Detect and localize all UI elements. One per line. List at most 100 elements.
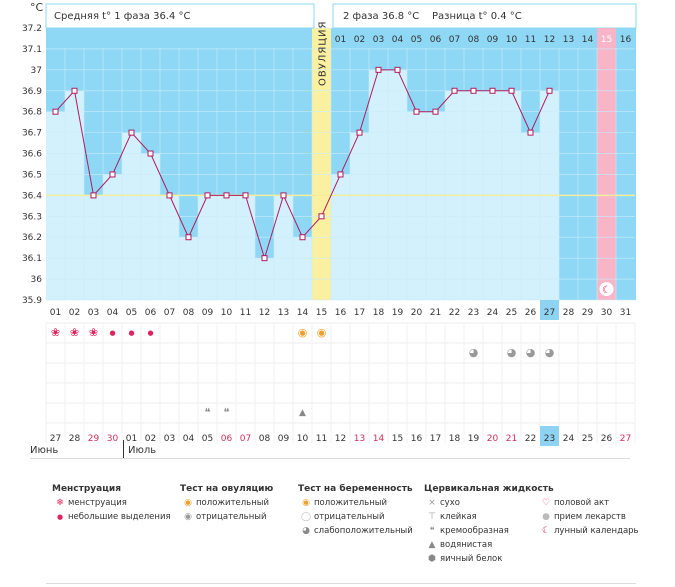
cycle-day-label: 08 — [183, 308, 195, 318]
luteal-day-label: 05 — [411, 35, 422, 45]
menstruation-light-icon: ● — [147, 329, 154, 337]
month-june: Июнь — [30, 445, 59, 456]
creamy-icon: ❝ — [429, 526, 435, 536]
legend-item: слабоположительный — [314, 526, 413, 536]
luteal-day-label: 11 — [525, 35, 536, 45]
cycle-day-label: 24 — [487, 308, 499, 318]
date-label: 22 — [525, 434, 536, 444]
moon-icon: ☾ — [541, 526, 551, 536]
menstruation-light-icon: ● — [109, 329, 116, 337]
legend-item: яичный белок — [440, 554, 503, 564]
egg-white-icon: ⬢ — [428, 554, 436, 564]
temperature-point — [356, 129, 363, 136]
legend-menstruation: Менструация ❄ менструация ● небольшие выде… — [52, 482, 171, 524]
heart-icon: ♡ — [541, 498, 551, 508]
lunar-marker — [599, 282, 614, 297]
temperature-point — [508, 87, 515, 94]
date-label: 20 — [487, 434, 499, 444]
legend-item: клейкая — [440, 512, 477, 522]
pregnancy-test-weak-icon: ◕ — [468, 346, 479, 359]
date-label: 06 — [221, 434, 233, 444]
cycle-day-label: 07 — [164, 308, 175, 318]
cycle-day-label: 17 — [354, 308, 365, 318]
cycle-day-highlight — [540, 300, 559, 320]
cycle-day-label: 22 — [449, 308, 460, 318]
temperature-point — [451, 87, 458, 94]
ovulation-label: ОВУЛЯЦИЯ — [318, 21, 329, 87]
legend-pregnancy-test: Тест на беременность ◉ положительный ◯ отр… — [298, 482, 413, 538]
temperature-point — [318, 213, 325, 220]
menstruation-heavy-icon: ❀ — [50, 326, 61, 339]
luteal-day-label: 08 — [468, 35, 480, 45]
month-divider — [123, 440, 124, 458]
date-label: 30 — [107, 434, 119, 444]
legend-title — [538, 482, 639, 496]
cycle-day-label: 19 — [392, 308, 404, 318]
date-label: 16 — [411, 434, 423, 444]
month-july: Июль — [128, 445, 157, 456]
drop-light-icon: ● — [56, 513, 64, 521]
temperature-difference: Разница t° 0.4 °С — [432, 11, 522, 22]
temperature-point — [280, 192, 287, 199]
date-label: 26 — [601, 434, 613, 444]
legend-other: ♡ половой акт ● прием лекарств ☾ лунный кал… — [538, 482, 639, 538]
ovulation-column — [312, 28, 331, 300]
luteal-day-label: 07 — [449, 35, 460, 45]
date-label: 28 — [69, 434, 81, 444]
legend-cervical-fluid: Цервикальная жидкость × сухо ⊤ клейкая ❝ кр… — [424, 482, 554, 566]
y-tick-label: 37.2 — [22, 24, 42, 34]
date-label: 27 — [620, 434, 631, 444]
cycle-day-label: 28 — [563, 308, 575, 318]
cycle-day-label: 23 — [468, 308, 479, 318]
cycle-day-label: 12 — [259, 308, 270, 318]
date-label: 04 — [183, 434, 195, 444]
legend-title: Менструация — [52, 484, 121, 494]
legend-item: менструация — [68, 498, 127, 508]
legend-item: отрицательный — [314, 512, 385, 522]
date-label: 02 — [145, 434, 156, 444]
y-tick-label: 36.6 — [22, 150, 42, 160]
menstruation-light-icon: ● — [128, 329, 135, 337]
cycle-day-label: 27 — [544, 308, 555, 318]
phase1-average: Средняя t° 1 фаза 36.4 °С — [54, 11, 191, 22]
luteal-day-label: 12 — [544, 35, 555, 45]
temperature-point — [375, 66, 382, 73]
temperature-point — [261, 255, 268, 262]
cycle-day-label: 30 — [601, 308, 613, 318]
temperature-bar — [160, 195, 179, 300]
cycle-day-label: 14 — [297, 308, 309, 318]
luteal-day-label: 16 — [620, 35, 632, 45]
cycle-day-label: 29 — [582, 308, 594, 318]
legend-item: положительный — [196, 498, 269, 508]
legend-title: Тест на овуляцию — [180, 484, 274, 494]
legend-item: положительный — [314, 498, 387, 508]
y-tick-label: 35.9 — [22, 296, 42, 306]
ovulation-test-positive-icon: ◉ — [316, 326, 327, 339]
date-label: 08 — [259, 434, 271, 444]
month-baseline — [30, 458, 630, 459]
date-label: 14 — [373, 434, 385, 444]
ovulation-test-positive-icon: ◉ — [297, 326, 308, 339]
date-label: 11 — [316, 434, 327, 444]
temperature-point — [413, 108, 420, 115]
date-label: 21 — [506, 434, 517, 444]
cycle-day-label: 09 — [202, 308, 214, 318]
menstruation-heavy-icon: ❀ — [69, 326, 80, 339]
temperature-point — [90, 192, 97, 199]
phase2-average: 2 фаза 36.8 °С — [343, 11, 419, 22]
luteal-day-label: 09 — [487, 35, 499, 45]
legend-item: прием лекарств — [554, 512, 626, 522]
cycle-day-label: 05 — [126, 308, 137, 318]
date-label: 27 — [50, 434, 61, 444]
legend-item: лунный календарь — [554, 526, 639, 536]
luteal-day-label: 13 — [563, 35, 574, 45]
legend-item: небольшие выделения — [68, 512, 171, 522]
date-label: 13 — [354, 434, 365, 444]
cervical-creamy-icon: ❝ — [204, 406, 211, 419]
drop-heavy-icon: ❄ — [56, 498, 64, 508]
cycle-day-label: 03 — [88, 308, 99, 318]
circle-negative-icon: ◯ — [300, 512, 312, 522]
cycle-day-label: 18 — [373, 308, 385, 318]
temperature-bar — [388, 69, 407, 300]
pregnancy-test-weak-icon: ◕ — [544, 346, 555, 359]
